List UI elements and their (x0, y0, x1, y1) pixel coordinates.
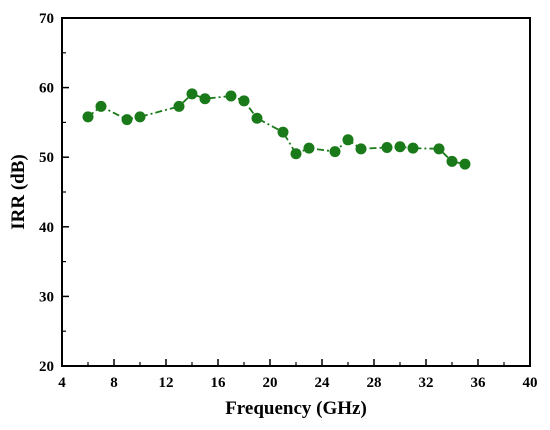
data-point (394, 141, 406, 153)
data-point (277, 126, 289, 138)
x-axis-label: Frequency (GHz) (225, 398, 367, 419)
data-point (238, 95, 250, 107)
y-tick-label: 20 (39, 359, 54, 375)
y-tick-label: 60 (39, 81, 54, 97)
data-point (134, 111, 146, 123)
data-point (381, 141, 393, 153)
y-axis-label: IRR (dB) (8, 154, 29, 229)
x-tick-label: 32 (419, 375, 434, 391)
x-tick-label: 12 (159, 375, 174, 391)
data-point (121, 114, 133, 126)
data-point (95, 100, 107, 112)
x-tick-label: 16 (211, 375, 227, 391)
x-tick-label: 40 (523, 375, 538, 391)
data-point (355, 143, 367, 155)
data-point (186, 88, 198, 100)
y-tick-label: 40 (39, 220, 54, 236)
data-point (251, 112, 263, 124)
series-line (87, 92, 466, 166)
data-point (407, 142, 419, 154)
x-tick-label: 28 (367, 375, 382, 391)
tick-labels: 4 8 12 16 20 24 28 32 36 40 20 30 40 50 60 70 (39, 11, 538, 391)
data-point (342, 134, 354, 146)
data-point (82, 111, 94, 123)
data-point (199, 93, 211, 105)
x-tick-label: 36 (471, 375, 487, 391)
data-point (290, 148, 302, 160)
y-tick-label: 30 (39, 289, 54, 305)
data-point (446, 155, 458, 167)
plot-frame (61, 17, 531, 367)
x-tick-label: 24 (315, 375, 331, 391)
data-point (303, 142, 315, 154)
data-point (225, 90, 237, 102)
y-tick-label: 70 (39, 11, 54, 27)
data-point (329, 146, 341, 158)
y-tick-label: 50 (39, 150, 54, 166)
data-point (459, 158, 471, 170)
axis-ticks (62, 52, 505, 366)
x-tick-label: 20 (263, 375, 278, 391)
x-tick-label: 4 (58, 375, 66, 391)
data-point (173, 100, 185, 112)
x-tick-label: 8 (110, 375, 118, 391)
data-point (433, 143, 445, 155)
series-layer (82, 88, 471, 170)
